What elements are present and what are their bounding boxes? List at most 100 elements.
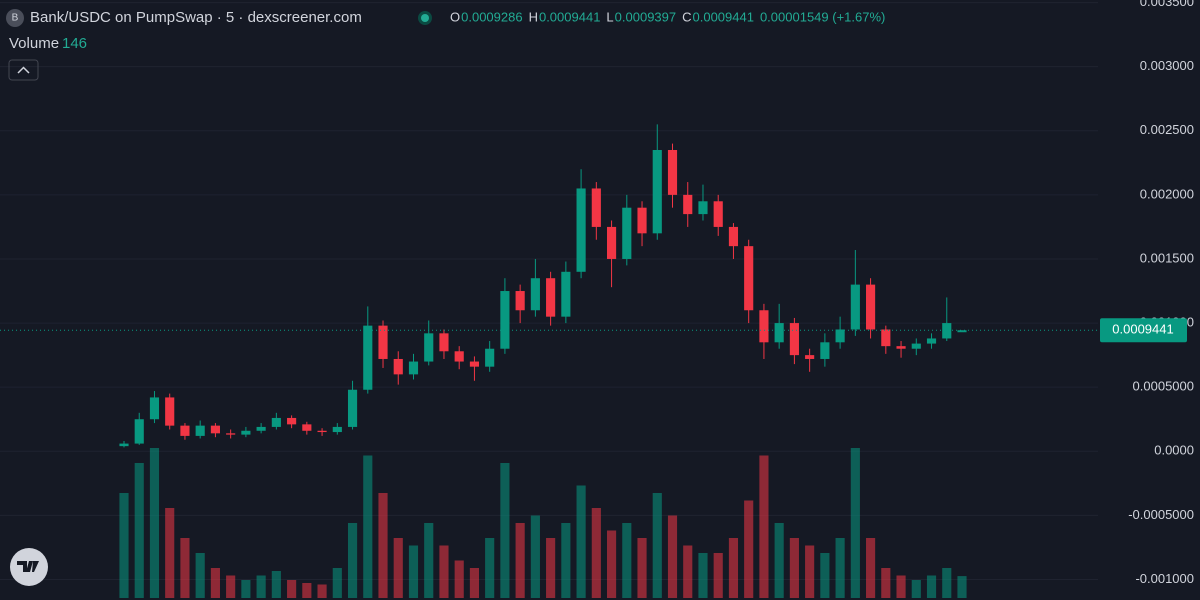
volume-bar — [652, 493, 662, 598]
volume-bar — [241, 580, 251, 598]
candle-body — [926, 338, 937, 344]
candle-body — [591, 188, 601, 227]
candle-body — [134, 419, 144, 444]
volume-bar — [683, 545, 693, 598]
volume-bar — [226, 575, 236, 598]
candle-body — [226, 433, 236, 435]
volume-bar — [302, 583, 312, 598]
candle-body — [698, 201, 708, 215]
volume-bar — [957, 576, 967, 598]
y-tick-label: 0.002500 — [1140, 122, 1194, 137]
ohlc-key: C — [682, 9, 691, 24]
candle-body — [850, 284, 860, 330]
volume-bar — [637, 538, 647, 598]
candle-body — [347, 389, 358, 427]
candle-body — [637, 207, 647, 234]
candle-body — [165, 397, 175, 426]
volume-bar — [546, 538, 556, 598]
volume-bar — [149, 448, 160, 598]
volume-bar — [210, 568, 220, 598]
candle-body — [774, 323, 784, 343]
y-tick-label: -0.001000 — [1135, 571, 1194, 586]
candle-body — [820, 342, 830, 359]
volume-bar — [667, 515, 678, 598]
volume-bar — [287, 580, 297, 598]
volume-bar — [606, 530, 617, 598]
symbol-icon-letter: B — [12, 13, 19, 24]
overlay: 0.003500 0.003000 0.002500 0.002000 0.001500… — [0, 0, 1194, 586]
volume-bar — [942, 568, 952, 598]
change-value: 0.00001549 (+1.67%) — [760, 9, 885, 24]
candle-body — [561, 271, 571, 317]
candle-body — [866, 284, 876, 330]
volume-bar — [469, 568, 480, 598]
candle-body — [713, 201, 723, 227]
volume-bar — [576, 485, 586, 598]
volume-bar — [789, 538, 799, 598]
candle-body — [317, 430, 327, 433]
ohlc-value: 0.0009441 — [693, 9, 754, 24]
volume-bar — [713, 553, 723, 598]
candle-body — [942, 323, 952, 339]
volume-bar — [134, 463, 144, 598]
ohlc-value: 0.0009397 — [615, 9, 676, 24]
volume-bar — [698, 553, 708, 598]
candle-body — [515, 291, 525, 311]
candle-body — [759, 310, 769, 343]
candle-body — [119, 443, 129, 447]
volume-bar — [911, 580, 921, 598]
candle-body — [424, 333, 434, 362]
chart-title: Bank/USDC on PumpSwap · 5 · dexscreener.… — [30, 9, 362, 26]
candle-body — [454, 351, 464, 362]
candle-body — [789, 323, 799, 356]
volume-bar — [774, 523, 784, 598]
candle-body — [911, 343, 921, 349]
volume-bar — [378, 493, 388, 598]
ohlc-legend: O 0.0009286 H 0.0009441 L 0.0009397 C 0.0009441… — [450, 9, 885, 24]
candle-body — [576, 188, 586, 272]
volume-label: Volume — [9, 35, 59, 52]
volume-bar — [408, 545, 419, 598]
candle-body — [485, 348, 495, 367]
y-tick-label: -0.0005000 — [1128, 507, 1194, 522]
logo-mark — [17, 561, 39, 572]
volume-bar — [896, 575, 906, 598]
status-dot — [421, 14, 429, 22]
candle-body — [683, 194, 693, 215]
candle-body — [606, 226, 617, 259]
candle-body — [271, 417, 281, 427]
volume-bar — [363, 455, 373, 598]
candle-body — [363, 325, 373, 390]
volume-bar — [165, 508, 175, 598]
y-tick-label: 0.002000 — [1140, 186, 1194, 201]
candle-body — [667, 150, 678, 195]
volume-bar — [119, 493, 129, 598]
candle-body — [805, 355, 815, 359]
candle-body — [728, 226, 739, 247]
candle-body — [332, 426, 342, 433]
volume-bar — [439, 545, 449, 598]
candle-body — [469, 361, 480, 367]
volume-bar — [530, 515, 540, 598]
volume-bar — [271, 571, 281, 598]
volume-bar — [728, 538, 739, 598]
ohlc-value: 0.0009441 — [539, 9, 600, 24]
volume-bar — [744, 500, 754, 598]
symbol-icon — [6, 9, 24, 27]
candle-body — [287, 417, 297, 425]
volume-bar — [926, 575, 937, 598]
volume-bar — [850, 448, 860, 598]
volume-value: 146 — [62, 35, 87, 52]
volume-bar — [424, 523, 434, 598]
candle-body — [652, 150, 662, 234]
candle-body — [210, 425, 220, 434]
volume-bar — [622, 523, 632, 598]
collapse-chevron — [17, 66, 30, 74]
y-tick-label: 0.003500 — [1140, 0, 1194, 9]
candle-body — [241, 430, 251, 435]
candle-body — [835, 329, 845, 343]
volume-bar — [515, 523, 525, 598]
collapse-button[interactable] — [8, 59, 39, 81]
candle-body — [195, 425, 205, 436]
